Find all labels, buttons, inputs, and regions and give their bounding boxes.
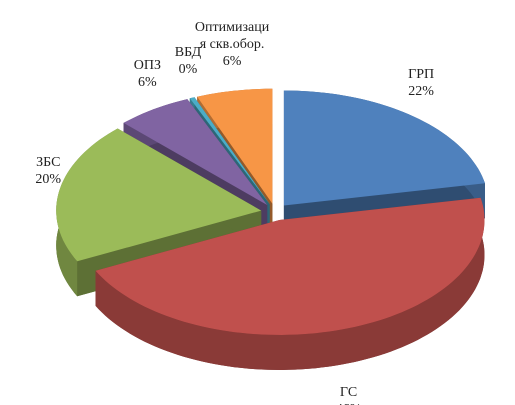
value-label: 46% [311,401,387,405]
slice-wall [95,197,485,370]
slice-top [123,99,268,205]
slice-top [189,97,270,205]
category-label: ГС [339,385,358,401]
value-label: 6% [138,75,157,91]
slice-top [283,90,485,206]
slice-top [95,197,485,335]
data-label: ГС46% [311,384,387,405]
data-label: ВБД 0% [150,44,226,78]
category-label: ЗБС [36,154,61,170]
category-label: ГРП [408,67,435,83]
value-label: 22% [408,84,434,100]
slice-top [56,128,262,262]
value-label: 6% [222,53,242,69]
category-label: Оптимизация скв.обор. [194,19,270,52]
data-label: Оптимизация скв.обор. 6% [194,19,270,70]
data-label: ОПЗ 6% [109,57,185,91]
value-label: 0% [178,61,198,77]
value-label: 20% [35,171,62,187]
slice-top [197,88,273,204]
category-label: ОПЗ [133,58,161,74]
data-label: ГРП 22% [383,66,459,100]
category-label: ВБД [174,44,202,60]
data-label: ЗБС 20% [10,154,86,188]
